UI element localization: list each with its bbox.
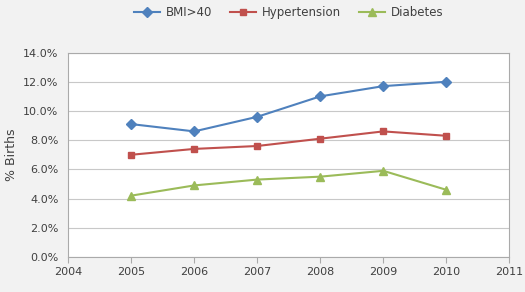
Line: Diabetes: Diabetes xyxy=(127,167,450,200)
BMI>40 xyxy=(191,130,197,133)
BMI>40 xyxy=(380,84,386,88)
Diabetes xyxy=(128,194,134,197)
Hypertension xyxy=(191,147,197,151)
Diabetes xyxy=(254,178,260,181)
BMI>40 xyxy=(317,95,323,98)
BMI>40 xyxy=(443,80,449,84)
Diabetes xyxy=(191,184,197,187)
Hypertension xyxy=(317,137,323,140)
Y-axis label: % Births: % Births xyxy=(5,128,18,181)
Diabetes xyxy=(443,188,449,192)
Line: Hypertension: Hypertension xyxy=(128,128,450,158)
Hypertension xyxy=(128,153,134,157)
Hypertension xyxy=(380,130,386,133)
Legend: BMI>40, Hypertension, Diabetes: BMI>40, Hypertension, Diabetes xyxy=(130,1,448,24)
Hypertension xyxy=(254,144,260,148)
Hypertension xyxy=(443,134,449,138)
BMI>40 xyxy=(128,122,134,126)
BMI>40 xyxy=(254,115,260,119)
Diabetes xyxy=(317,175,323,178)
Diabetes xyxy=(380,169,386,173)
Line: BMI>40: BMI>40 xyxy=(128,78,450,135)
